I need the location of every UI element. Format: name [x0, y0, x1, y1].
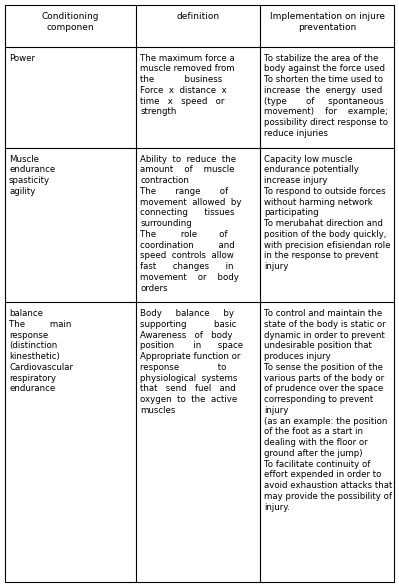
Text: Ability  to  reduce  the
amount    of    muscle
contraction
The       range     : Ability to reduce the amount of muscle c… [140, 154, 242, 292]
Text: Body     balance     by
supporting          basic
Awareness   of   body
position: Body balance by supporting basic Awarene… [140, 309, 244, 415]
Text: Conditioning
componen: Conditioning componen [42, 12, 99, 32]
Text: Muscle
endurance
spasticity
agility: Muscle endurance spasticity agility [9, 154, 55, 196]
Text: To stabilize the area of the
body against the force used
To shorten the time use: To stabilize the area of the body agains… [264, 53, 388, 138]
Text: Power: Power [9, 53, 35, 63]
Text: To control and maintain the
state of the body is static or
dynamic in order to p: To control and maintain the state of the… [264, 309, 393, 512]
Text: balance
The         main
response
(distinction
kinesthetic)
Cardiovascular
respi: balance The main response (distinction k… [9, 309, 73, 393]
Text: Capacity low muscle
endurance potentially
increase injury
To respond to outside : Capacity low muscle endurance potentiall… [264, 154, 391, 271]
Text: definition: definition [177, 12, 220, 21]
Text: Implementation on injure
preventation: Implementation on injure preventation [270, 12, 385, 32]
Text: The maximum force a
muscle removed from
the           business
Force  x  distanc: The maximum force a muscle removed from … [140, 53, 235, 116]
